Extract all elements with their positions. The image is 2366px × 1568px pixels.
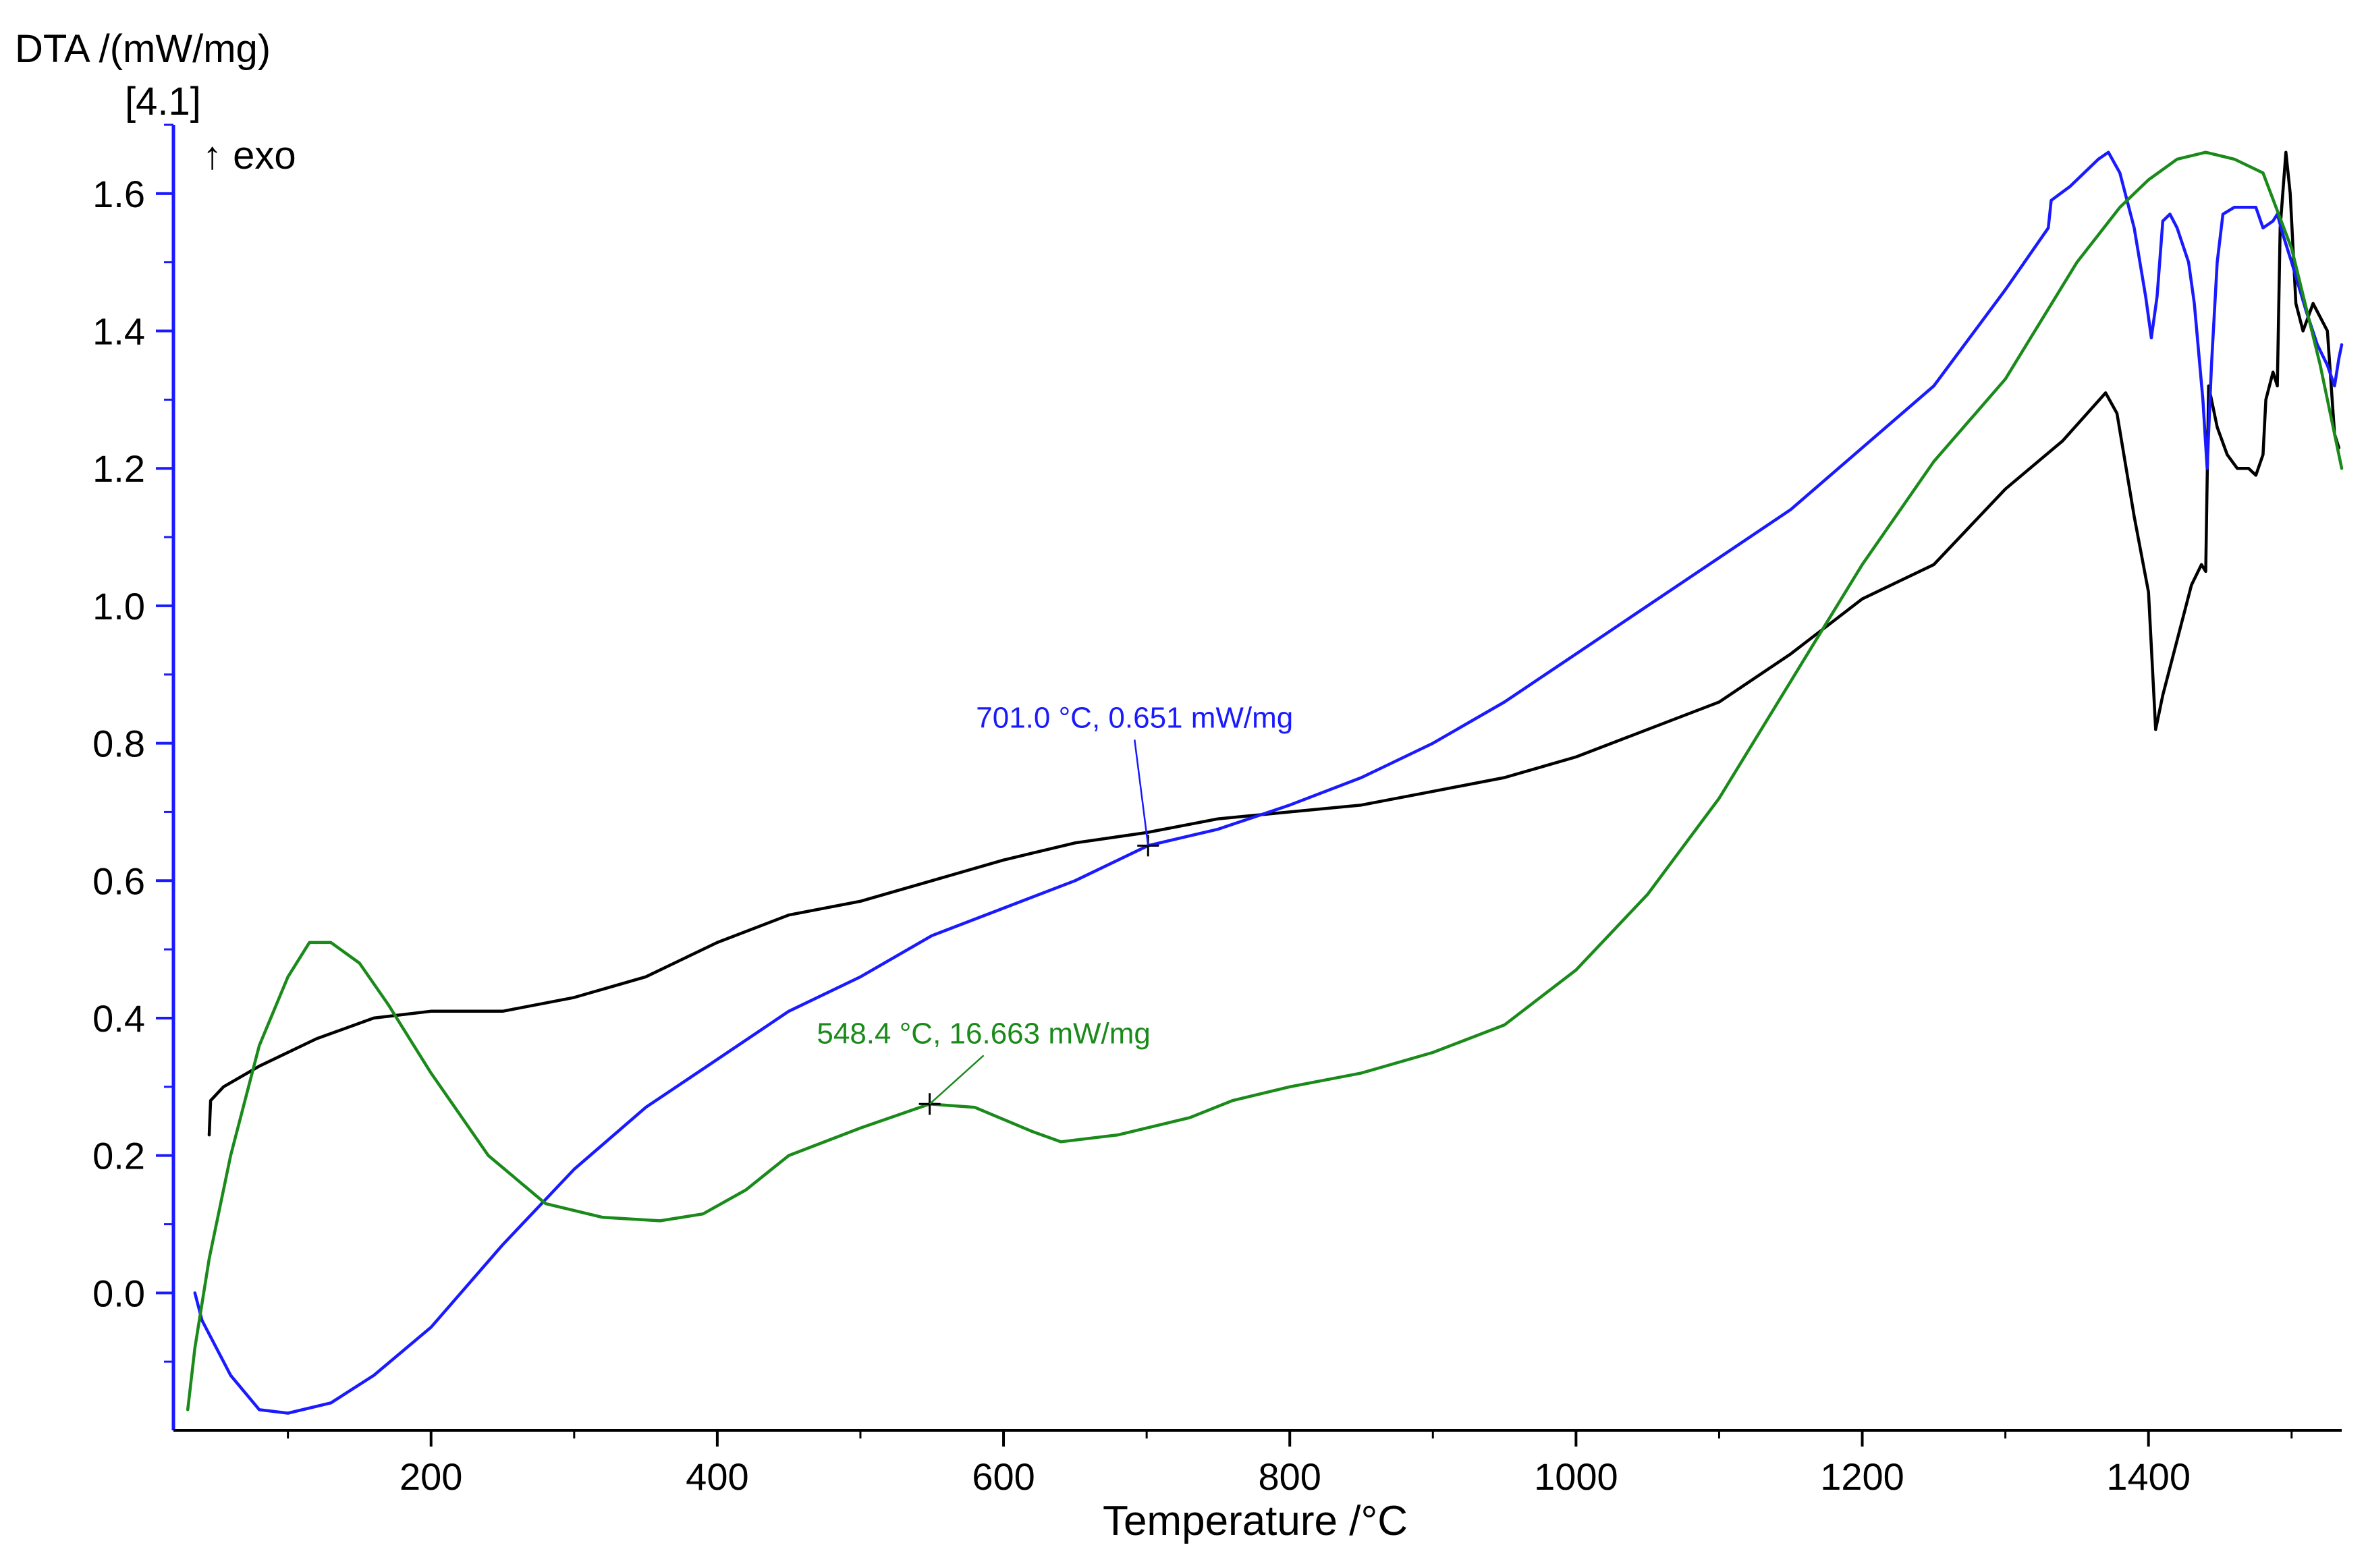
y-tick-label: 1.2 [92,447,145,490]
x-tick-label: 1000 [1534,1455,1618,1498]
axes [171,125,2342,1432]
x-tick-label: 600 [972,1455,1035,1498]
y-tick-label: 1.4 [92,310,145,353]
x-tick-label: 200 [400,1455,462,1498]
series-line-green [186,150,2344,1411]
y-axis-label-sub: [4.1] [125,80,201,123]
x-axis-label: Temperature /°C [1103,1498,1408,1544]
y-tick-label: 0.2 [92,1135,145,1177]
y-tick-label: 0.6 [92,860,145,902]
y-axis-label: DTA /(mW/mg) [15,27,271,71]
y-tick-label: 0.0 [92,1272,145,1314]
y-ticks: 0.0 0.2 0.4 0.6 0.8 1.0 1.2 1.4 1.6 [92,123,173,1363]
exo-direction-label: ↑ exo [202,134,296,177]
y-tick-label: 1.6 [92,173,145,215]
x-tick-label: 1200 [1820,1455,1904,1498]
x-tick-label: 1400 [2106,1455,2191,1498]
y-tick-label: 1.0 [92,585,145,627]
series-line-blue [193,150,2344,1415]
annotation-leader [929,1055,985,1105]
x-tick-label: 800 [1258,1455,1321,1498]
annotation-label: 548.4 °C, 16.663 mW/mg [817,1017,1150,1050]
series-group [186,150,2344,1415]
series-line-black [207,150,2341,1137]
x-tick-label: 400 [686,1455,748,1498]
x-ticks: 200 400 600 800 1000 1200 1400 [287,1430,2293,1498]
annotation-leader [1134,739,1149,846]
annotation-label: 701.0 °C, 0.651 mW/mg [976,701,1293,734]
annotations-group: 701.0 °C, 0.651 mW/mg 548.4 °C, 16.663 mW… [817,701,1293,1115]
y-tick-label: 0.4 [92,997,145,1040]
y-tick-label: 0.8 [92,723,145,765]
